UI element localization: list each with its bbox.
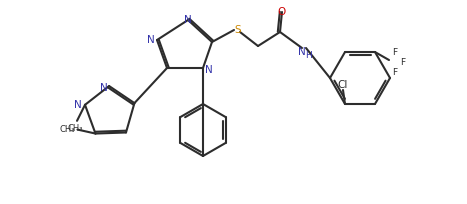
Text: N: N [147, 35, 155, 45]
Text: F: F [392, 68, 397, 76]
Text: O: O [278, 7, 286, 17]
Text: CH₃: CH₃ [60, 125, 75, 134]
Text: N: N [205, 65, 213, 75]
Text: N: N [184, 15, 192, 25]
Text: S: S [234, 25, 241, 35]
Text: N: N [74, 100, 82, 110]
Text: N: N [298, 47, 306, 57]
Text: F: F [392, 48, 397, 57]
Text: H: H [304, 51, 311, 61]
Text: Cl: Cl [338, 80, 348, 90]
Text: N: N [100, 83, 108, 93]
Text: F: F [400, 58, 405, 67]
Text: CH₃: CH₃ [67, 124, 83, 133]
